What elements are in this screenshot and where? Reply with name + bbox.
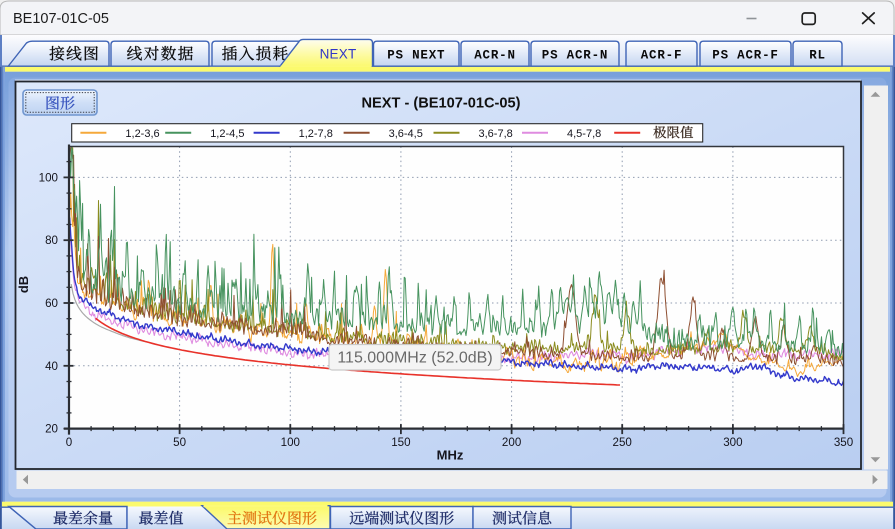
svg-text:NEXT: NEXT <box>320 47 357 62</box>
svg-text:80: 80 <box>45 234 58 247</box>
svg-text:dB: dB <box>16 276 31 293</box>
svg-text:0: 0 <box>66 436 72 449</box>
svg-text:NEXT - (BE107-01C-05): NEXT - (BE107-01C-05) <box>362 96 521 112</box>
svg-text:100: 100 <box>281 436 300 449</box>
svg-text:40: 40 <box>45 360 58 373</box>
svg-text:115.000MHz (52.0dB): 115.000MHz (52.0dB) <box>337 350 492 367</box>
svg-text:250: 250 <box>613 436 632 449</box>
svg-text:20: 20 <box>45 423 58 436</box>
svg-text:1,2-7,8: 1,2-7,8 <box>299 128 333 140</box>
svg-text:RL: RL <box>809 49 826 63</box>
svg-text:1,2-4,5: 1,2-4,5 <box>210 128 244 140</box>
svg-text:300: 300 <box>723 436 742 449</box>
svg-text:60: 60 <box>45 297 58 310</box>
svg-text:ACR-N: ACR-N <box>474 49 516 63</box>
svg-text:100: 100 <box>39 171 58 184</box>
svg-text:150: 150 <box>391 436 410 449</box>
svg-text:PS NEXT: PS NEXT <box>387 49 445 63</box>
svg-text:ACR-F: ACR-F <box>641 49 683 63</box>
svg-text:PS ACR-N: PS ACR-N <box>542 49 608 63</box>
svg-text:BE107-01C-05: BE107-01C-05 <box>13 11 109 27</box>
svg-text:50: 50 <box>173 436 186 449</box>
svg-text:4,5-7,8: 4,5-7,8 <box>567 128 601 140</box>
svg-text:350: 350 <box>834 436 853 449</box>
svg-text:MHz: MHz <box>437 448 464 463</box>
svg-text:3,6-7,8: 3,6-7,8 <box>479 128 513 140</box>
svg-text:PS ACR-F: PS ACR-F <box>712 49 778 63</box>
svg-text:3,6-4,5: 3,6-4,5 <box>389 128 423 140</box>
svg-text:200: 200 <box>502 436 521 449</box>
svg-text:1,2-3,6: 1,2-3,6 <box>125 128 159 140</box>
